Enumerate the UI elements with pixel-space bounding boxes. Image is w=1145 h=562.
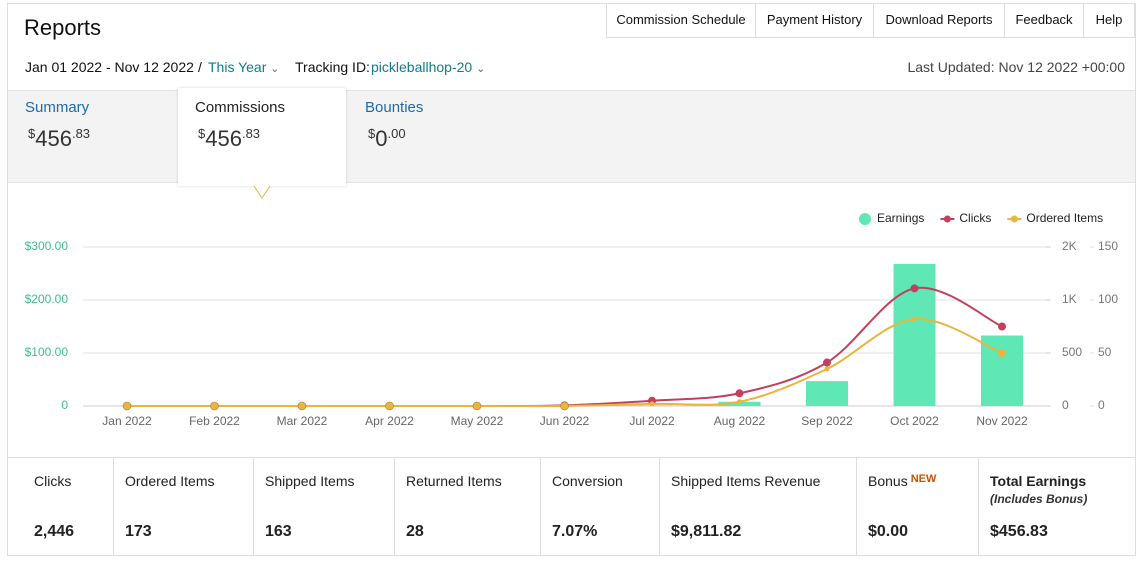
stat-value: 163 [265, 523, 292, 540]
stat-value: 2,446 [34, 523, 75, 540]
stat-value: 28 [406, 523, 424, 540]
stat-value: $0.00 [868, 523, 909, 540]
last-updated: Last Updated: Nov 12 2022 +00:00 [907, 59, 1125, 75]
stat-note: (Includes Bonus) [990, 492, 1088, 506]
stat-label-text: Ordered Items [125, 473, 215, 489]
stat-label: Ordered Items [125, 473, 214, 489]
tab-label: Commissions [195, 99, 286, 116]
stat-value: 7.07% [552, 523, 598, 540]
stat-divider [113, 458, 253, 555]
amount-whole: 456 [205, 126, 242, 151]
separator: / [198, 59, 202, 75]
nav-item[interactable]: Commission Schedule [606, 4, 756, 38]
stat-label: Bonus NEW [868, 473, 936, 489]
stat-label: Total Earnings [990, 473, 1086, 489]
stat-divider [253, 458, 394, 555]
amount-cents: .83 [71, 126, 91, 141]
period[interactable]: This Year [208, 59, 267, 75]
currency: $ [28, 126, 36, 141]
tab-amount: $0.00 [368, 126, 406, 152]
tab-amount: $456.83 [28, 126, 90, 152]
stat-label-text: Bonus [868, 473, 908, 489]
nav-item[interactable]: Help [1083, 4, 1135, 38]
tab-amount: $456.83 [198, 126, 260, 152]
currency: $ [198, 126, 206, 141]
stat-label-text: Returned Items [406, 473, 502, 489]
frame [7, 3, 1136, 556]
stat-divider [978, 458, 1137, 555]
tracking-id[interactable]: pickleballhop-20 [371, 59, 473, 75]
stat-label-text: Clicks [34, 473, 72, 489]
new-badge: NEW [910, 473, 937, 485]
amount-cents: .00 [387, 126, 406, 141]
nav-item[interactable]: Download Reports [873, 4, 1005, 38]
tab-label[interactable]: Summary [25, 99, 90, 116]
stat-label: Returned Items [406, 473, 502, 489]
stat-label: Shipped Items Revenue [671, 473, 820, 489]
stat-divider [540, 458, 659, 555]
stat-label: Shipped Items [265, 473, 355, 489]
currency: $ [368, 126, 376, 141]
stat-label-text: Shipped Items [265, 473, 355, 489]
stats-row [8, 457, 1135, 555]
amount-whole: 456 [35, 126, 72, 151]
stat-label: Clicks [34, 473, 71, 489]
stat-divider [659, 458, 856, 555]
active-tab [178, 88, 346, 186]
tracking-dropdown[interactable]: pickleballhop-20 ⌄ [371, 59, 486, 75]
stat-value: $456.83 [990, 523, 1048, 540]
stat-label: Conversion [552, 473, 623, 489]
stat-label-text: Shipped Items Revenue [671, 473, 821, 489]
stat-label-text: Total Earnings [990, 473, 1087, 489]
stat-value: $9,811.82 [671, 523, 742, 540]
date-range: Jan 01 2022 - Nov 12 2022 [25, 59, 194, 75]
stat-label-text: Conversion [552, 473, 623, 489]
stat-value: 173 [125, 523, 152, 540]
stat-divider [856, 458, 978, 555]
tab-label[interactable]: Bounties [365, 99, 424, 116]
amount-whole: 0 [375, 126, 388, 151]
nav-item[interactable]: Payment History [755, 4, 874, 38]
tracking-label: Tracking ID: [295, 59, 370, 75]
amount-cents: .83 [241, 126, 261, 141]
stat-divider [394, 458, 540, 555]
page-title: Reports [24, 15, 102, 40]
nav-item[interactable]: Feedback [1004, 4, 1084, 38]
period-dropdown[interactable]: This Year ⌄ [208, 59, 280, 75]
